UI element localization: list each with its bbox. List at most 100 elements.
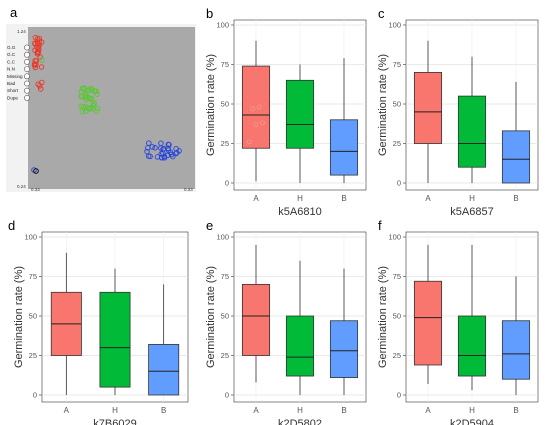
legend-marker: [24, 80, 30, 87]
y-tick-label: 0: [397, 391, 401, 400]
cluster-point-blue: [144, 148, 150, 155]
panel-a-letter: a: [10, 5, 18, 20]
y-tick-label: 50: [221, 312, 229, 321]
y-tick-label: 100: [24, 233, 37, 242]
y-tick-label: 0: [225, 179, 229, 188]
box-B: [329, 119, 359, 176]
cluster-point-blue: [160, 146, 166, 152]
cluster-point-outlier: [39, 57, 45, 63]
cluster-point-green: [89, 87, 95, 93]
cluster-point-green: [81, 85, 87, 91]
panel-a-y-bottom-label: 0.24: [17, 184, 26, 189]
y-axis-title: Germination rate (%): [205, 54, 217, 156]
y-tick-label: 50: [29, 312, 37, 321]
cluster-point-green: [79, 93, 85, 100]
panel-a-legend: G.G G.C C.C N.N Missing Bad Short Dupe: [7, 44, 30, 101]
y-axis-title: Germination rate (%): [377, 266, 389, 368]
y-tick-label: 75: [393, 60, 401, 69]
cluster-point-red: [37, 86, 44, 92]
x-tick-label: A: [425, 194, 431, 203]
y-axis-title: Germination rate (%): [205, 266, 217, 368]
y-tick-label: 100: [216, 233, 229, 242]
y-axis-title: Germination rate (%): [377, 54, 389, 156]
cluster-point-blue: [166, 141, 172, 148]
data-point: [256, 104, 262, 110]
x-tick-label: H: [469, 194, 475, 203]
legend-marker: [24, 95, 30, 101]
box-A: [241, 284, 271, 356]
cluster-point-green: [78, 103, 84, 109]
y-tick-label: 75: [29, 272, 37, 281]
cluster-point-green: [92, 88, 98, 95]
panel-letter: b: [206, 6, 213, 21]
y-tick-label: 0: [33, 391, 37, 400]
x-tick-label: A: [64, 406, 70, 415]
cluster-point-red: [34, 36, 41, 42]
box-B: [329, 320, 359, 379]
legend-label: N.N: [7, 67, 15, 72]
cluster-point-red: [34, 50, 41, 57]
panel-a-cluster-plot: a 1.24 0.24 0.33 0.33 G.G G.C C.C N.N Missin…: [6, 5, 196, 192]
panel-letter: c: [378, 6, 385, 21]
legend-label: C.C: [7, 59, 16, 64]
cluster-point-red: [38, 64, 45, 70]
panel-a-x-left-label: 0.33: [31, 187, 40, 192]
box-B: [501, 130, 531, 184]
x-axis-title: k5A6857: [450, 206, 493, 218]
panel-letter: f: [378, 218, 382, 233]
y-tick-label: 25: [393, 351, 401, 360]
panel-a-points: [31, 34, 182, 174]
box-H: [457, 95, 487, 168]
legend-label: Short: [7, 88, 19, 93]
y-tick-label: 25: [221, 351, 229, 360]
panel-a-x-right-label: 0.33: [184, 187, 193, 192]
box-A: [413, 280, 443, 366]
y-tick-label: 50: [393, 100, 401, 109]
cluster-point-blue: [164, 152, 171, 159]
panel-a-plot-area: [28, 27, 195, 189]
x-axis-title: k2D5904: [450, 418, 494, 425]
legend-label: G.G: [7, 45, 16, 50]
cluster-point-blue: [147, 153, 153, 160]
box-A: [241, 65, 271, 149]
box-B: [148, 344, 180, 396]
box-H: [285, 315, 315, 377]
x-tick-label: B: [161, 406, 166, 415]
cluster-point-blue: [158, 140, 164, 146]
legend-label: Bad: [7, 81, 16, 86]
y-tick-label: 75: [393, 272, 401, 281]
y-tick-label: 25: [29, 351, 37, 360]
x-tick-label: H: [297, 194, 303, 203]
legend-label: Missing: [7, 74, 23, 79]
box-H: [99, 291, 131, 388]
y-tick-label: 100: [388, 233, 401, 242]
cluster-point-blue: [165, 145, 171, 152]
y-tick-label: 50: [221, 100, 229, 109]
panel-a-y-top-label: 1.24: [17, 29, 26, 34]
data-point: [253, 122, 259, 127]
legend-label: Dupe: [7, 95, 18, 100]
y-tick-label: 75: [221, 272, 229, 281]
data-point: [260, 120, 265, 126]
x-tick-label: H: [469, 406, 475, 415]
legend-marker: [24, 66, 30, 72]
y-tick-label: 0: [225, 391, 229, 400]
y-tick-label: 75: [221, 60, 229, 69]
x-axis-title: k5A6810: [278, 206, 321, 218]
cluster-point-red: [37, 83, 43, 89]
x-tick-label: B: [341, 194, 346, 203]
cluster-point-red: [36, 46, 42, 52]
cluster-point-red: [32, 40, 38, 46]
x-tick-label: H: [112, 406, 118, 415]
cluster-point-red: [33, 61, 39, 68]
cluster-point-green: [86, 95, 93, 101]
box-H: [457, 315, 487, 377]
cluster-point-outlier: [33, 168, 39, 174]
x-axis-title: k7B6029: [93, 418, 136, 425]
